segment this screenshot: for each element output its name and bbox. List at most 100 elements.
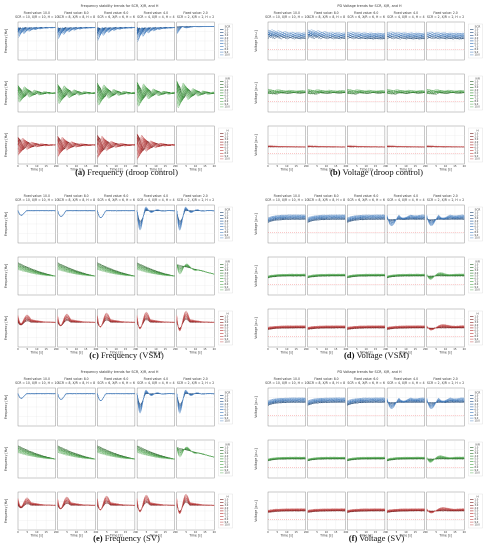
series-line — [426, 34, 465, 37]
x-tick-label: 0 — [386, 164, 388, 168]
series-line — [307, 90, 346, 95]
series-line — [267, 508, 306, 511]
series-line — [17, 264, 56, 277]
x-tick-label: 20 — [344, 347, 348, 351]
x-axis-label: Time [s] — [438, 534, 452, 538]
x-tick-label: 0 — [426, 347, 428, 351]
series-line — [57, 210, 96, 217]
subplot — [426, 387, 465, 427]
x-tick-label: 10 — [364, 164, 368, 168]
legend-entry: 8.0 — [225, 48, 229, 51]
x-tick-label: 20 — [383, 530, 387, 534]
legend-entry: 9.0 — [475, 155, 479, 158]
x-tick-label: 5 — [435, 347, 437, 351]
legend-entry: 8.0 — [225, 466, 229, 469]
x-tick-label: 10 — [325, 164, 329, 168]
legend-entry: 1.0 — [475, 81, 479, 84]
series-line — [347, 326, 385, 330]
x-tick-label: 15 — [44, 347, 48, 351]
x-tick-label: 0 — [97, 347, 99, 351]
legend-entry: 6.0 — [475, 330, 479, 333]
x-tick-label: 5 — [316, 530, 318, 534]
x-tick-label: 10 — [75, 530, 79, 534]
series-line — [387, 325, 425, 328]
legend-entry: 1.0 — [225, 316, 229, 319]
legend-title: SCR — [225, 25, 231, 29]
legend-entry: 3.0 — [225, 217, 229, 220]
series-line — [137, 264, 175, 277]
series-line — [387, 457, 425, 460]
x-tick-label: 15 — [294, 164, 298, 168]
legend-entry: 9.0 — [225, 51, 229, 54]
series-line — [307, 402, 346, 406]
legend-entry: 2.0 — [475, 135, 479, 138]
x-axis-label: Time [s] — [149, 534, 163, 538]
column-subtitle: SCR = 6, X/R = 6, H = 6 — [347, 15, 384, 19]
legend-entry: 2.0 — [475, 83, 479, 86]
column-subtitle: SCR = 10, X/R = 10, H = 10 — [15, 381, 58, 385]
legend-entry: 1.0 — [475, 264, 479, 267]
x-axis-label: Time [s] — [359, 351, 373, 355]
series-line — [386, 218, 425, 222]
legend-entry: 6.0 — [225, 278, 229, 281]
series-line — [347, 456, 385, 460]
subplot — [267, 439, 306, 479]
subplot: Time [s] 0 5 10 15 20 — [17, 308, 57, 355]
series-line — [307, 273, 346, 277]
x-axis-label: Time [s] — [29, 351, 43, 355]
subplot — [136, 21, 175, 61]
series-line — [347, 399, 385, 403]
x-tick-label: 15 — [294, 347, 298, 351]
legend-entry: 10.0 — [475, 289, 481, 292]
series-line — [267, 218, 306, 223]
series-line — [426, 398, 465, 409]
x-axis-label: Time [s] — [149, 351, 163, 355]
subplot — [307, 387, 346, 427]
series-line — [386, 215, 425, 225]
legend-title: SCR — [225, 208, 231, 212]
legend-entry: 10.0 — [225, 341, 231, 344]
x-tick-label: 10 — [114, 347, 118, 351]
panel-suptitle: Frequency stability trends for SCR, X/R,… — [81, 4, 159, 8]
series-line — [176, 84, 215, 105]
x-tick-label: 5 — [146, 347, 148, 351]
legend-entry: 8.0 — [475, 518, 479, 521]
x-tick-label: 20 — [173, 347, 177, 351]
series-line — [347, 37, 385, 40]
series-line — [426, 145, 465, 148]
series-line — [97, 136, 135, 159]
series-line — [386, 214, 425, 227]
x-tick-label: 5 — [435, 530, 437, 534]
series-line — [307, 89, 346, 93]
x-tick-label: 20 — [133, 347, 137, 351]
series-line — [347, 327, 385, 330]
x-tick-label: 15 — [334, 347, 338, 351]
series-line — [267, 401, 306, 406]
x-tick-label: 20 — [463, 530, 467, 534]
column-subtitle: SCR = 8, X/R = 8, H = 8 — [308, 381, 345, 385]
legend-entry: 6.0 — [225, 226, 229, 229]
series-line — [307, 216, 346, 220]
x-tick-label: 10 — [444, 164, 448, 168]
legend-entry: 4.0 — [225, 37, 229, 40]
series-line — [176, 206, 215, 231]
x-tick-label: 15 — [453, 347, 457, 351]
legend-title: H — [476, 495, 478, 499]
series-line — [426, 215, 465, 225]
y-axis-label: Frequency [Hz] — [4, 499, 8, 523]
legend-entry: 1.0 — [225, 81, 229, 84]
x-tick-label: 0 — [347, 164, 349, 168]
legend-entry: 5.0 — [225, 144, 229, 147]
column-subtitle: SCR = 8, X/R = 8, H = 8 — [58, 198, 95, 202]
x-tick-label: 10 — [285, 530, 289, 534]
series-line — [307, 219, 346, 223]
series-line — [267, 456, 306, 460]
series-line — [57, 496, 96, 509]
series-line — [57, 451, 96, 460]
x-tick-label: 0 — [267, 347, 269, 351]
series-line — [267, 325, 306, 328]
x-axis-label: Time [s] — [319, 351, 333, 355]
legend-entry: 9.0 — [475, 51, 479, 54]
